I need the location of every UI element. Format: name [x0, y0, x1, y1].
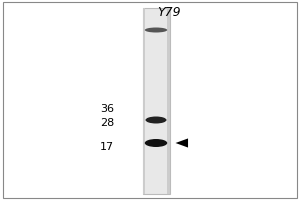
Text: Y79: Y79	[158, 6, 181, 19]
Bar	[142, 8, 145, 194]
Text: 36: 36	[100, 104, 114, 114]
Ellipse shape	[145, 139, 167, 147]
Text: 17: 17	[100, 142, 114, 152]
Ellipse shape	[145, 27, 167, 32]
Text: 28: 28	[100, 118, 114, 128]
Bar	[167, 8, 170, 194]
Ellipse shape	[146, 116, 167, 123]
Polygon shape	[176, 138, 188, 148]
Bar	[142, 8, 170, 194]
